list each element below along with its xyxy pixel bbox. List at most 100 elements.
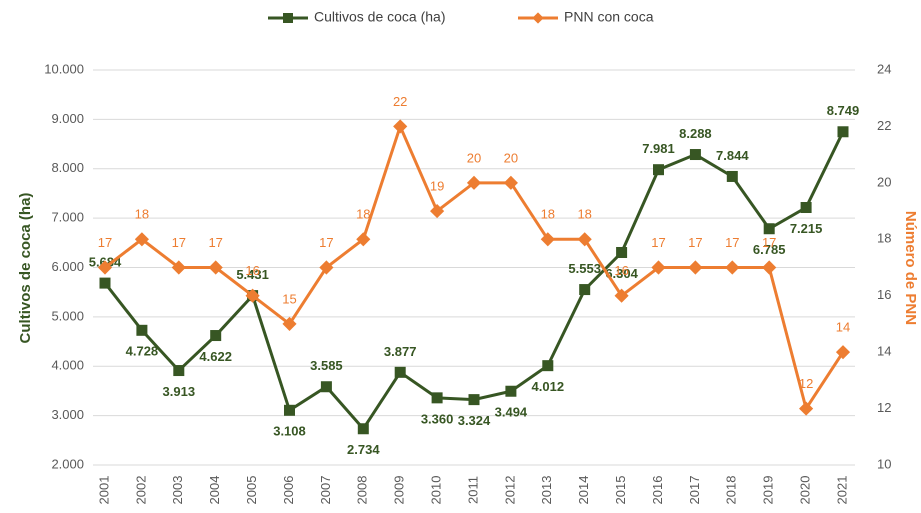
x-tick-label: 2008 xyxy=(355,476,370,505)
data-label: 6.785 xyxy=(753,242,786,257)
marker xyxy=(725,260,740,275)
data-label: 15 xyxy=(282,291,296,306)
data-label: 2.734 xyxy=(347,442,380,457)
marker xyxy=(320,381,332,393)
x-tick-label: 2017 xyxy=(687,476,702,505)
data-label: 17 xyxy=(688,235,702,250)
marker xyxy=(837,126,849,138)
marker xyxy=(800,202,812,214)
marker xyxy=(616,246,628,258)
marker xyxy=(210,330,222,342)
marker xyxy=(284,404,295,416)
data-label: 3.360 xyxy=(421,411,454,426)
marker xyxy=(651,260,666,275)
data-label: 16 xyxy=(614,263,628,278)
data-label: 14 xyxy=(836,320,850,335)
x-tick-label: 2006 xyxy=(281,476,296,505)
x-tick-label: 2019 xyxy=(761,476,776,505)
y-tick-label: 9.000 xyxy=(51,111,84,126)
marker xyxy=(173,365,185,377)
marker xyxy=(799,401,814,416)
y-tick-label: 4.000 xyxy=(51,358,84,373)
x-tick-label: 2013 xyxy=(539,476,554,505)
y-axis-label: Cultivos de coca (ha) xyxy=(17,193,34,344)
legend-marker xyxy=(283,13,293,23)
data-label: 8.288 xyxy=(679,126,712,141)
data-label: 5.553 xyxy=(568,261,601,276)
data-label: 8.749 xyxy=(827,103,860,118)
data-label: 17 xyxy=(172,235,186,250)
x-tick-label: 2007 xyxy=(318,476,333,505)
marker xyxy=(542,360,554,372)
data-label: 17 xyxy=(98,235,112,250)
marker xyxy=(393,119,408,134)
x-tick-label: 2009 xyxy=(392,476,407,505)
data-label: 7.981 xyxy=(642,141,675,156)
data-label: 20 xyxy=(504,150,518,165)
data-label: 17 xyxy=(208,235,222,250)
legend-label: PNN con coca xyxy=(564,9,654,25)
data-label: 18 xyxy=(135,207,149,222)
y2-tick-label: 12 xyxy=(877,400,891,415)
y2-tick-label: 18 xyxy=(877,231,891,246)
data-label: 22 xyxy=(393,94,407,109)
x-tick-label: 2020 xyxy=(798,476,813,505)
marker xyxy=(689,149,701,161)
x-tick-label: 2021 xyxy=(834,476,849,505)
y2-tick-label: 16 xyxy=(877,287,891,302)
x-tick-label: 2018 xyxy=(724,476,739,505)
x-tick-label: 2004 xyxy=(207,476,222,505)
marker xyxy=(99,277,111,289)
marker xyxy=(245,288,260,303)
marker xyxy=(394,366,406,378)
y2-tick-label: 24 xyxy=(877,61,891,76)
marker xyxy=(97,260,113,275)
y2-tick-label: 20 xyxy=(877,174,891,189)
y2-tick-label: 14 xyxy=(877,344,891,359)
y2-tick-label: 10 xyxy=(877,456,891,471)
data-label: 6.304 xyxy=(605,266,638,281)
legend-marker xyxy=(532,12,544,24)
marker xyxy=(282,316,297,331)
x-tick-label: 2002 xyxy=(133,476,148,505)
x-tick-label: 2005 xyxy=(244,476,259,505)
marker xyxy=(208,260,223,275)
marker xyxy=(357,423,369,435)
y2-tick-label: 22 xyxy=(877,118,891,133)
marker xyxy=(762,260,777,275)
marker xyxy=(577,232,592,247)
y-tick-label: 6.000 xyxy=(51,259,84,274)
y-tick-label: 7.000 xyxy=(51,210,84,225)
marker xyxy=(430,204,445,219)
y-tick-label: 2.000 xyxy=(51,456,84,471)
marker xyxy=(319,260,334,275)
y-tick-label: 5.000 xyxy=(51,308,84,323)
marker xyxy=(356,232,371,247)
data-label: 17 xyxy=(762,235,776,250)
data-label: 12 xyxy=(799,376,813,391)
marker xyxy=(763,223,775,235)
marker xyxy=(688,260,703,275)
data-label: 17 xyxy=(725,235,739,250)
data-label: 17 xyxy=(651,235,665,250)
data-label: 16 xyxy=(245,263,259,278)
x-tick-label: 2010 xyxy=(429,476,444,505)
data-label: 4.728 xyxy=(126,344,159,359)
marker xyxy=(468,394,480,406)
marker xyxy=(431,392,443,404)
marker xyxy=(134,232,149,247)
marker xyxy=(136,324,148,336)
data-label: 18 xyxy=(356,207,370,222)
marker xyxy=(726,170,738,182)
y-tick-label: 10.000 xyxy=(44,61,84,76)
y2-axis-label: Número de PNN xyxy=(902,211,919,325)
marker xyxy=(653,164,664,176)
y-tick-label: 8.000 xyxy=(51,160,84,175)
marker xyxy=(579,284,591,296)
marker xyxy=(540,232,555,247)
data-label: 18 xyxy=(577,207,591,222)
data-label: 7.215 xyxy=(790,221,823,236)
data-label: 18 xyxy=(541,207,555,222)
marker xyxy=(505,385,517,397)
